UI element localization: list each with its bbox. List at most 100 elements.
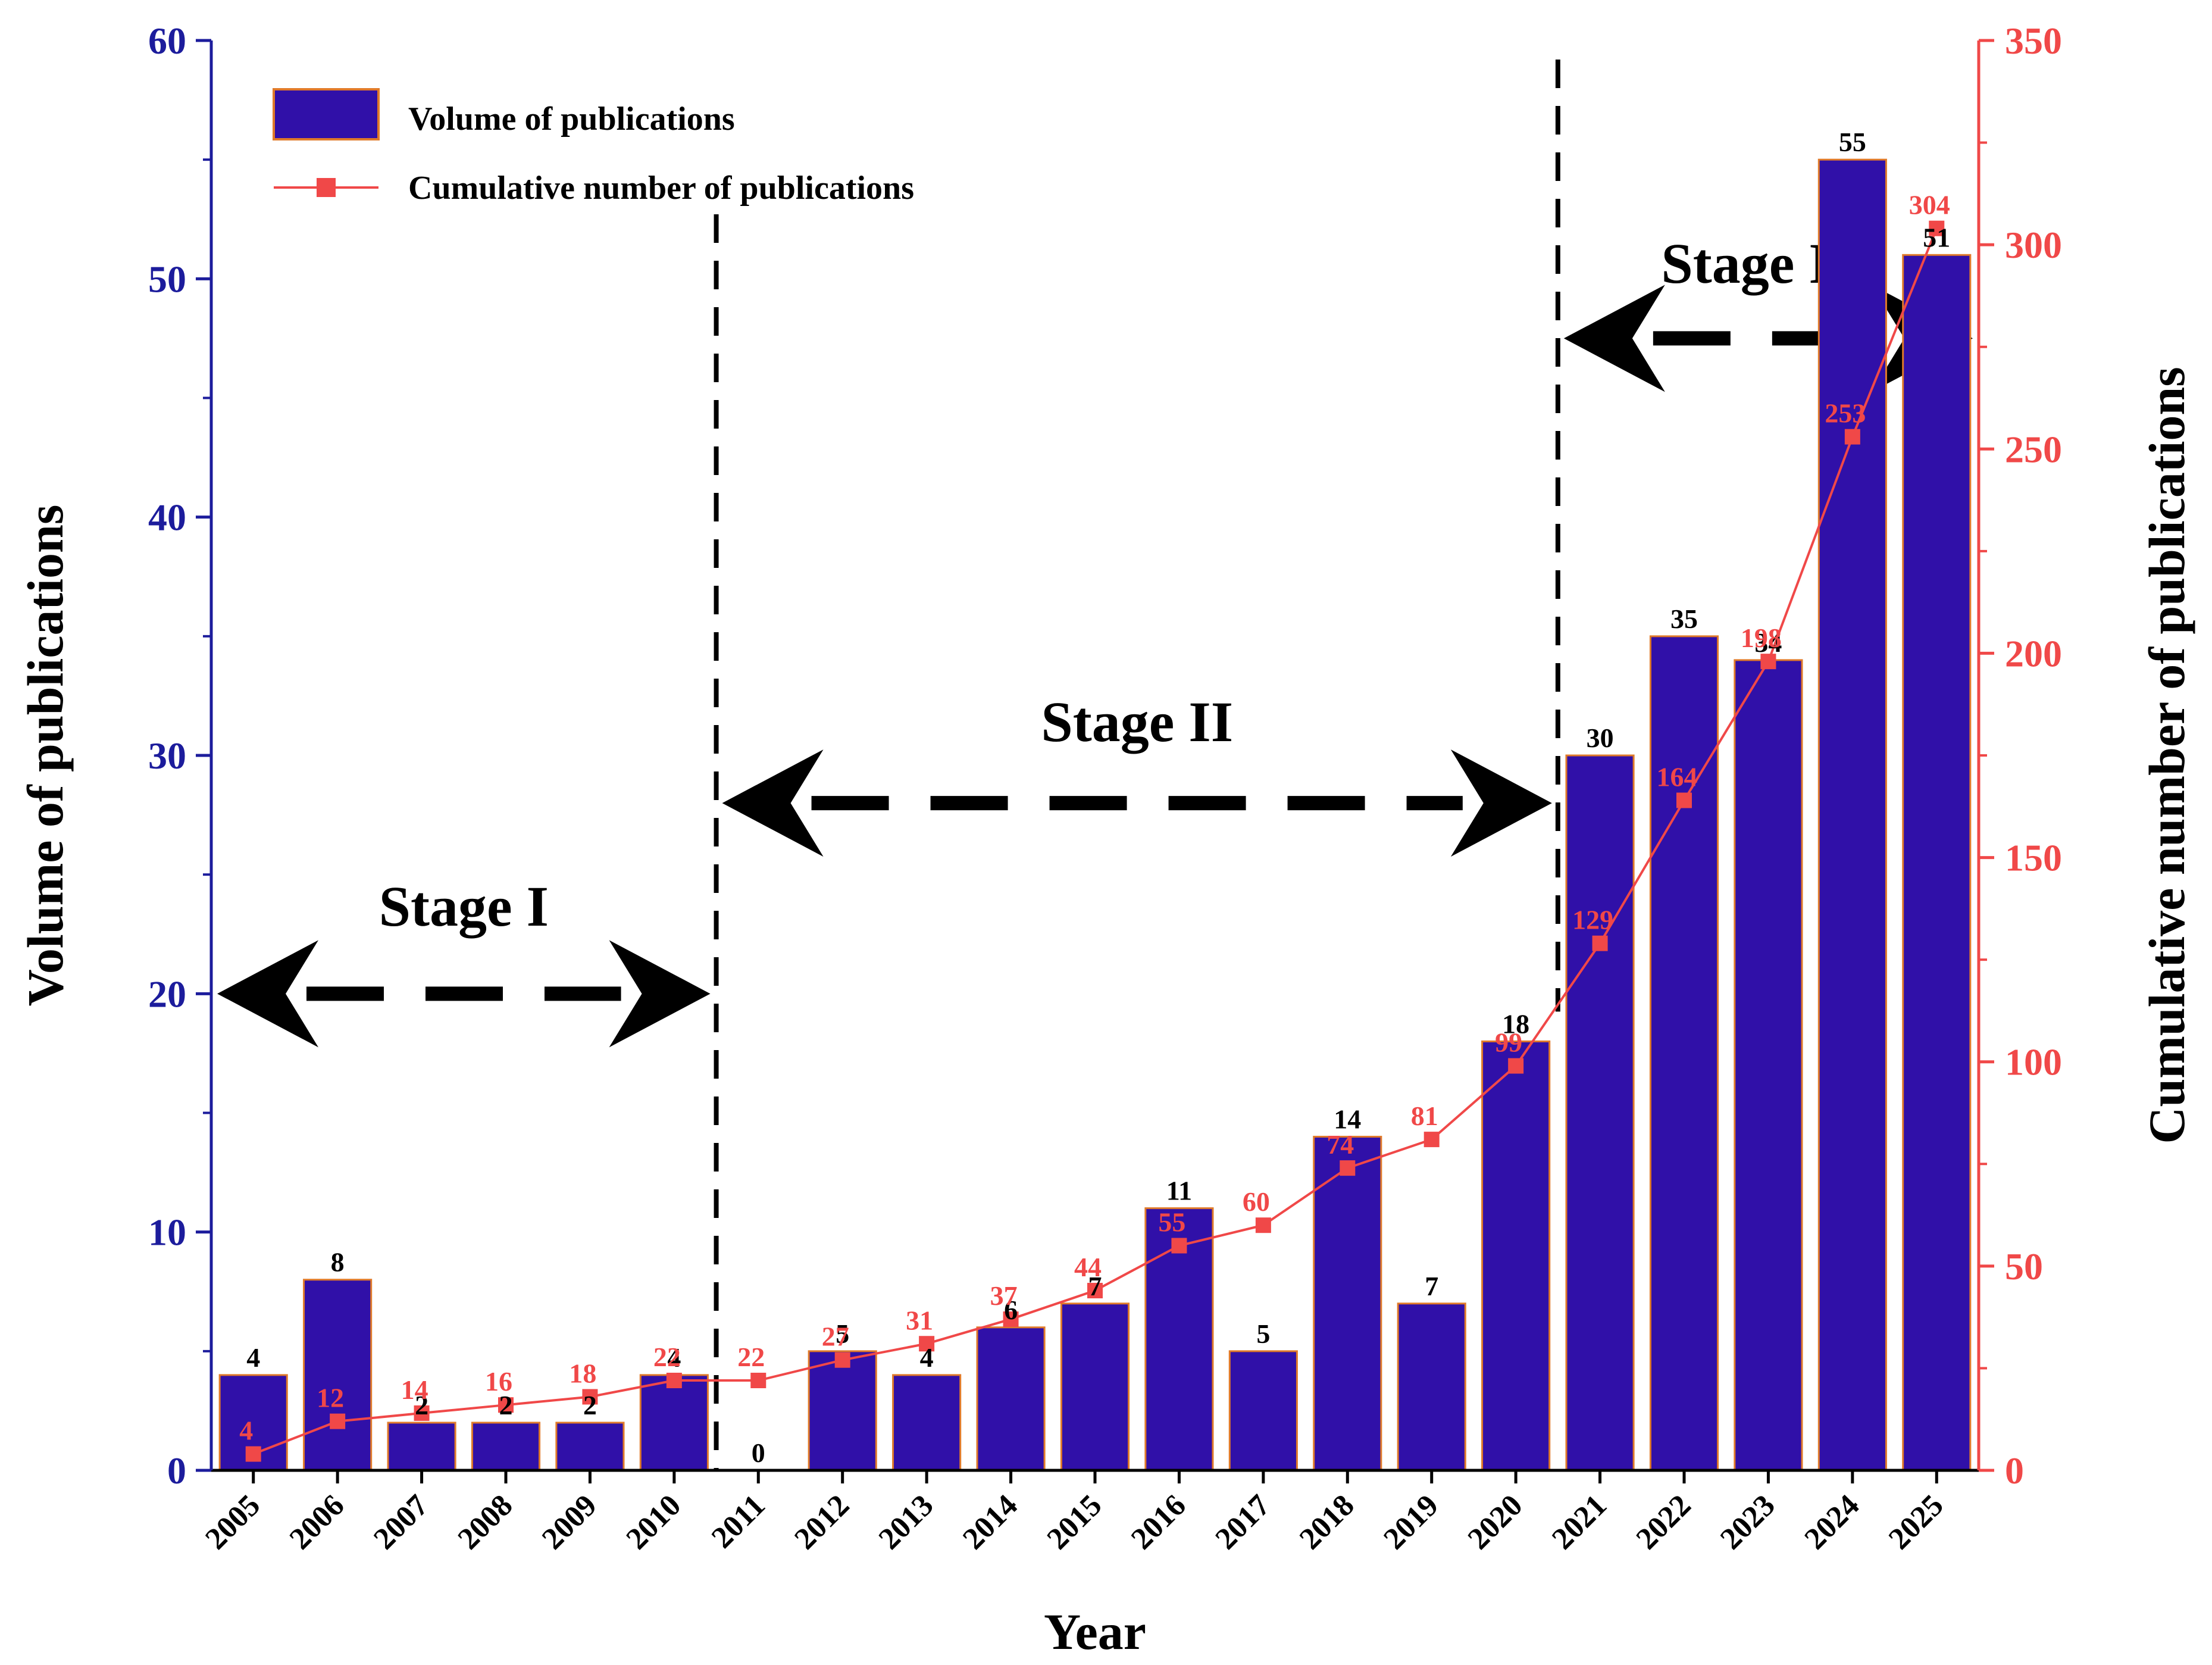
- bar-value-label: 2: [415, 1390, 428, 1420]
- left-tick-label: 60: [148, 20, 186, 62]
- stage-arrow-2: [722, 749, 1552, 857]
- cumulative-value-label: 37: [990, 1280, 1018, 1311]
- left-tick-label: 50: [148, 258, 186, 300]
- bar-value-label: 11: [1166, 1176, 1192, 1206]
- bar-2006: [303, 1279, 373, 1472]
- bar-value-label: 4: [920, 1342, 934, 1373]
- bar-value-label: 30: [1587, 723, 1614, 753]
- bar-2018: [1313, 1136, 1382, 1472]
- line-series: [245, 220, 1945, 1462]
- cumulative-point-2010: [666, 1373, 682, 1389]
- left-tick-label: 30: [148, 735, 186, 777]
- cumulative-point-2009: [582, 1389, 598, 1405]
- x-tick-label: 2012: [788, 1488, 856, 1556]
- legend-line-marker: [317, 178, 336, 197]
- bar-value-label: 0: [752, 1438, 765, 1468]
- right-tick-label: 150: [2005, 837, 2062, 879]
- cumulative-point-2024: [1844, 429, 1860, 445]
- x-tick-label: 2022: [1630, 1488, 1698, 1556]
- cumulative-point-2011: [750, 1373, 766, 1389]
- cumulative-value-label: 16: [485, 1366, 512, 1397]
- bar-2012: [808, 1350, 877, 1472]
- cumulative-value-label: 55: [1158, 1207, 1185, 1238]
- cumulative-point-2012: [834, 1352, 850, 1368]
- stage-arrow-3-left-head: [1563, 285, 1665, 392]
- x-tick-label: 2024: [1798, 1488, 1866, 1556]
- cumulative-value-label: 129: [1572, 905, 1613, 935]
- cumulative-point-2021: [1592, 935, 1608, 951]
- bar-2021: [1565, 754, 1635, 1472]
- bar-value-label: 6: [1004, 1295, 1018, 1325]
- cumulative-point-2023: [1760, 654, 1776, 670]
- legend-line-label: Cumulative number of publications: [408, 170, 914, 207]
- x-tick-label: 2013: [872, 1488, 940, 1556]
- bar-2010: [639, 1374, 709, 1472]
- bar-value-label: 18: [1502, 1008, 1529, 1039]
- right-tick-label: 350: [2005, 20, 2062, 62]
- bar-value-label: 2: [583, 1390, 597, 1420]
- x-axis-title: Year: [1044, 1603, 1146, 1660]
- right-tick-label: 50: [2005, 1245, 2043, 1288]
- cumulative-point-2019: [1423, 1132, 1440, 1148]
- bar-value-label: 34: [1754, 627, 1782, 658]
- bar-2017: [1228, 1350, 1298, 1472]
- bar-2025: [1902, 254, 1972, 1472]
- bar-2022: [1649, 635, 1719, 1472]
- cumulative-point-2006: [330, 1413, 346, 1429]
- bar-2020: [1481, 1040, 1551, 1472]
- x-tick-label: 2025: [1882, 1488, 1950, 1556]
- right-tick-label: 250: [2005, 428, 2062, 470]
- cumulative-value-label: 304: [1909, 190, 1950, 220]
- stage-arrow-2-left-head: [722, 749, 824, 857]
- bar-value-label: 4: [667, 1342, 681, 1373]
- cumulative-value-label: 31: [906, 1305, 933, 1335]
- bar-value-label: 55: [1839, 127, 1866, 157]
- right-tick-label: 300: [2005, 224, 2062, 266]
- stage-arrow-1-right-head: [609, 940, 711, 1048]
- right-axis-title: Cumulative number of publications: [2138, 367, 2195, 1144]
- cumulative-value-label: 18: [569, 1358, 596, 1388]
- bar-2015: [1060, 1302, 1130, 1472]
- cumulative-value-label: 81: [1411, 1101, 1438, 1131]
- cumulative-value-label: 74: [1326, 1129, 1354, 1160]
- cumulative-value-label: 27: [822, 1322, 849, 1352]
- left-tick-label: 40: [148, 496, 186, 539]
- left-tick-label: 20: [148, 973, 186, 1015]
- stage-arrow-1: [217, 940, 711, 1048]
- x-tick-label: 2008: [452, 1488, 520, 1556]
- x-tick-label: 2020: [1462, 1488, 1529, 1556]
- bar-2009: [555, 1422, 625, 1472]
- left-tick-label: 10: [148, 1211, 186, 1254]
- bar-2007: [387, 1422, 456, 1472]
- x-tick-label: 2005: [199, 1488, 267, 1556]
- x-tick-label: 2018: [1293, 1488, 1361, 1556]
- stage-arrow-2-right-head: [1450, 749, 1552, 857]
- bar-2019: [1397, 1302, 1466, 1472]
- cumulative-value-label: 14: [401, 1375, 428, 1405]
- cumulative-point-2016: [1171, 1238, 1187, 1254]
- cumulative-point-2022: [1676, 792, 1692, 808]
- x-tick-label: 2023: [1714, 1488, 1782, 1556]
- cumulative-point-2007: [414, 1405, 430, 1421]
- cumulative-point-2008: [498, 1397, 514, 1413]
- bar-value-label: 5: [836, 1319, 849, 1349]
- cumulative-point-2013: [919, 1336, 935, 1352]
- x-tick-label: 2017: [1209, 1488, 1276, 1556]
- bar-value-label: 35: [1670, 604, 1698, 634]
- cumulative-value-label: 164: [1657, 761, 1698, 792]
- x-tick-label: 2014: [956, 1488, 1024, 1556]
- x-tick-label: 2011: [705, 1488, 772, 1555]
- cumulative-point-2017: [1255, 1217, 1271, 1233]
- left-axis-title: Volume of publications: [17, 505, 74, 1007]
- bar-series: [218, 158, 1972, 1472]
- bar-value-label: 8: [331, 1247, 345, 1277]
- stage-label-1: Stage I: [379, 874, 549, 938]
- bar-2014: [976, 1326, 1046, 1472]
- cumulative-value-label: 22: [653, 1342, 681, 1372]
- cumulative-point-2014: [1003, 1311, 1019, 1327]
- x-tick-label: 2007: [367, 1488, 435, 1556]
- legend-bar-label: Volume of publications: [408, 101, 735, 138]
